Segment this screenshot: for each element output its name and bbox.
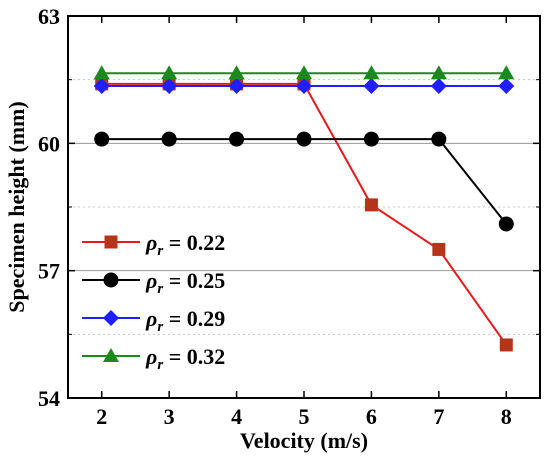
x-axis-title: Velocity (m/s) <box>240 428 368 453</box>
data-point <box>431 131 447 147</box>
x-tick-label: 4 <box>231 404 242 429</box>
data-point <box>296 131 312 147</box>
data-point <box>229 131 245 147</box>
data-point <box>228 65 245 80</box>
legend-marker <box>103 310 119 326</box>
x-tick-label: 6 <box>366 404 377 429</box>
data-point <box>93 65 110 80</box>
data-point <box>430 65 447 80</box>
legend-marker <box>104 235 118 249</box>
x-tick-label: 2 <box>96 404 107 429</box>
series-4 <box>93 65 515 80</box>
data-point <box>161 65 178 80</box>
legend-label: ρr = 0.25 <box>145 268 225 297</box>
data-point <box>94 131 110 147</box>
legend: ρr = 0.22 ρr = 0.25 ρr = 0.29 ρr = 0.32 <box>82 230 225 373</box>
data-point <box>296 78 312 95</box>
data-point <box>499 338 513 352</box>
data-point <box>363 78 380 95</box>
data-point <box>228 78 245 95</box>
x-tick-label: 7 <box>433 404 444 429</box>
data-point <box>364 198 378 212</box>
grid-layer <box>68 79 540 335</box>
data-point <box>93 78 110 95</box>
series-3 <box>93 78 515 95</box>
tick-layer: 2 3 4 5 6 7 8 54 57 60 63 <box>38 4 540 429</box>
x-tick-label: 5 <box>299 404 310 429</box>
data-point <box>296 65 312 80</box>
data-point <box>363 131 379 147</box>
legend-label: ρr = 0.32 <box>145 344 225 373</box>
data-point <box>161 78 178 95</box>
legend-label: ρr = 0.22 <box>145 230 225 259</box>
y-tick-label: 60 <box>38 131 60 156</box>
data-point <box>363 65 380 80</box>
series-2 <box>94 131 514 232</box>
legend-marker <box>103 272 119 288</box>
data-point <box>432 242 446 256</box>
y-tick-label: 54 <box>38 386 60 411</box>
y-axis-title: Specimen height (mm) <box>4 101 29 312</box>
legend-item: ρr = 0.22 <box>82 230 225 259</box>
legend-item: ρr = 0.25 <box>82 268 225 297</box>
data-point <box>498 78 515 95</box>
legend-label: ρr = 0.29 <box>145 306 225 335</box>
x-tick-label: 3 <box>164 404 175 429</box>
y-tick-label: 57 <box>38 259 60 284</box>
data-point <box>498 216 514 232</box>
legend-item: ρr = 0.29 <box>82 306 225 335</box>
x-tick-label: 8 <box>501 404 512 429</box>
y-tick-label: 63 <box>38 4 60 29</box>
data-point <box>430 78 447 95</box>
legend-marker <box>103 348 119 362</box>
data-point <box>498 65 515 80</box>
series-layer <box>93 65 515 352</box>
series-1 <box>95 77 513 352</box>
data-point <box>161 131 177 147</box>
series-line <box>101 138 508 225</box>
legend-item: ρr = 0.32 <box>82 344 225 373</box>
